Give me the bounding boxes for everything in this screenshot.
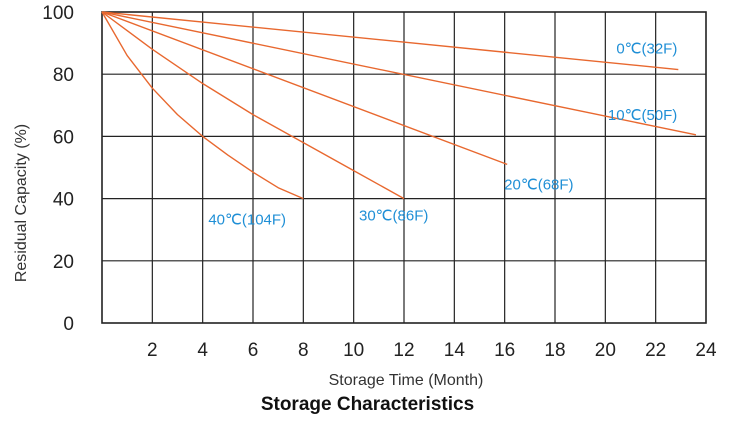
series-line — [101, 11, 304, 200]
series-lines: 0℃(32F) 10℃(50F) 20℃(68F) 30℃(86F) 40℃(104F) — [101, 11, 697, 229]
series-label: 0℃(32F) — [616, 41, 677, 58]
x-tick-label: 6 — [248, 340, 259, 361]
x-tick-label: 14 — [444, 340, 466, 361]
x-axis-title: Storage Time (Month) — [329, 372, 484, 389]
x-tick-label: 12 — [393, 340, 414, 361]
series-line — [101, 11, 405, 200]
series-label: 30℃(86F) — [359, 208, 428, 225]
series-label: 40℃(104F) — [208, 212, 286, 229]
series-line — [101, 11, 697, 136]
y-tick-label: 40 — [53, 190, 74, 211]
x-tick-label: 10 — [343, 340, 364, 361]
y-tick-label: 20 — [53, 252, 74, 273]
x-tick-label: 8 — [298, 340, 309, 361]
x-axis-ticks: 2 4 6 8 10 12 14 16 18 20 22 24 — [147, 340, 717, 361]
x-tick-label: 16 — [494, 340, 515, 361]
y-tick-label: 0 — [63, 314, 74, 335]
x-tick-label: 22 — [645, 340, 666, 361]
x-tick-label: 20 — [595, 340, 616, 361]
series-line — [101, 11, 508, 166]
chart-title: Storage Characteristics — [260, 394, 475, 415]
grid-lines — [101, 11, 707, 324]
y-tick-label: 100 — [42, 3, 74, 24]
y-axis-title: Residual Capacity (%) — [13, 124, 30, 282]
series-line — [101, 11, 679, 71]
y-axis-ticks: 0 20 40 60 80 100 — [42, 3, 74, 335]
series-label: 10℃(50F) — [608, 107, 677, 124]
series-label: 20℃(68F) — [504, 176, 573, 193]
y-tick-label: 60 — [53, 127, 74, 148]
x-tick-label: 24 — [695, 340, 717, 361]
x-tick-label: 4 — [197, 340, 208, 361]
y-tick-label: 80 — [53, 65, 74, 86]
x-tick-label: 2 — [147, 340, 158, 361]
x-tick-label: 18 — [544, 340, 565, 361]
